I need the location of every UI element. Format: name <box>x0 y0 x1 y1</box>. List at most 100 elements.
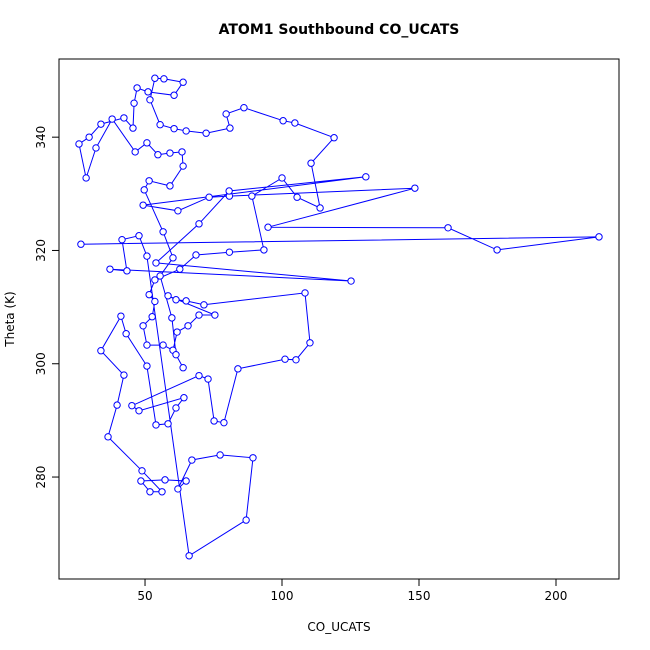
data-point <box>180 394 188 402</box>
data-point <box>131 148 139 156</box>
data-point <box>225 248 234 256</box>
data-point <box>82 174 90 182</box>
data-point <box>139 201 147 209</box>
data-point <box>182 127 190 135</box>
data-point <box>178 148 186 156</box>
data-point <box>216 451 224 459</box>
x-tick-label: 50 <box>137 589 152 603</box>
data-point <box>316 204 324 212</box>
data-point <box>595 233 603 241</box>
data-point <box>172 404 180 412</box>
data-point <box>137 477 145 485</box>
data-point <box>143 341 151 349</box>
data-point <box>170 124 178 133</box>
data-point <box>166 149 174 157</box>
data-point <box>139 322 147 330</box>
data-point <box>146 488 154 496</box>
data-point <box>106 265 114 273</box>
data-point <box>129 124 137 132</box>
data-point <box>174 207 182 215</box>
data-point <box>97 347 105 355</box>
data-point <box>205 193 213 201</box>
y-tick-label: 340 <box>34 126 48 149</box>
data-point <box>92 144 100 152</box>
data-point <box>117 312 125 320</box>
plot-frame <box>58 58 620 580</box>
data-point <box>493 246 501 254</box>
y-tick-label: 320 <box>34 239 48 262</box>
data-point <box>281 355 289 363</box>
data-point <box>195 220 203 228</box>
data-point <box>306 339 314 347</box>
data-point <box>77 240 85 248</box>
data-point <box>248 192 256 200</box>
data-point <box>182 297 190 305</box>
data-point <box>75 140 83 148</box>
data-point <box>173 328 181 336</box>
y-tick-label: 300 <box>34 352 48 375</box>
data-point <box>411 184 419 192</box>
data-point <box>152 421 160 429</box>
data-point <box>210 417 218 425</box>
data-point <box>143 362 151 370</box>
data-point <box>195 371 203 380</box>
data-point <box>133 84 141 92</box>
data-point <box>146 96 154 104</box>
data-point <box>225 187 233 195</box>
data-point <box>184 322 192 330</box>
data-point <box>220 418 228 427</box>
data-point <box>159 228 167 236</box>
data-point <box>118 235 126 244</box>
data-point <box>222 110 230 118</box>
data-point <box>145 177 153 185</box>
data-point <box>108 115 116 123</box>
data-point <box>202 129 210 137</box>
data-point <box>182 477 190 485</box>
y-tick-label: 280 <box>34 466 48 489</box>
data-point <box>301 289 309 297</box>
data-point <box>291 119 299 127</box>
data-point <box>226 124 234 132</box>
data-point <box>104 433 112 441</box>
y-axis-label: Theta (K) <box>3 291 17 347</box>
data-point <box>143 252 151 260</box>
data-point <box>172 350 180 359</box>
data-point <box>278 174 286 182</box>
data-point <box>128 401 136 410</box>
data-point <box>185 552 193 560</box>
data-point <box>188 456 196 464</box>
data-point <box>160 75 168 83</box>
data-point <box>164 292 172 300</box>
chart-title: ATOM1 Southbound CO_UCATS <box>219 22 460 38</box>
data-point <box>179 162 187 170</box>
data-point <box>347 277 355 285</box>
data-point <box>179 364 187 372</box>
data-point <box>362 173 370 181</box>
data-point <box>138 467 146 475</box>
data-point <box>172 296 180 304</box>
data-point <box>148 313 156 321</box>
data-point <box>97 120 105 128</box>
data-point <box>242 516 250 524</box>
data-point <box>161 476 169 484</box>
data-point <box>200 301 208 309</box>
data-point <box>151 74 159 82</box>
data-point <box>151 297 159 306</box>
data-point <box>168 314 176 322</box>
data-point <box>307 159 315 167</box>
x-tick-label: 100 <box>271 589 294 603</box>
data-point <box>143 139 151 147</box>
data-point <box>156 121 164 129</box>
data-point <box>158 488 166 496</box>
data-point <box>144 88 152 96</box>
data-point <box>249 454 257 462</box>
data-point <box>174 485 182 493</box>
data-point <box>123 267 131 275</box>
data-point <box>293 193 301 201</box>
data-line <box>78 77 600 557</box>
data-point <box>234 365 242 373</box>
data-point <box>204 375 212 383</box>
data-point <box>260 246 268 254</box>
data-point <box>240 104 248 112</box>
data-point <box>211 311 219 319</box>
